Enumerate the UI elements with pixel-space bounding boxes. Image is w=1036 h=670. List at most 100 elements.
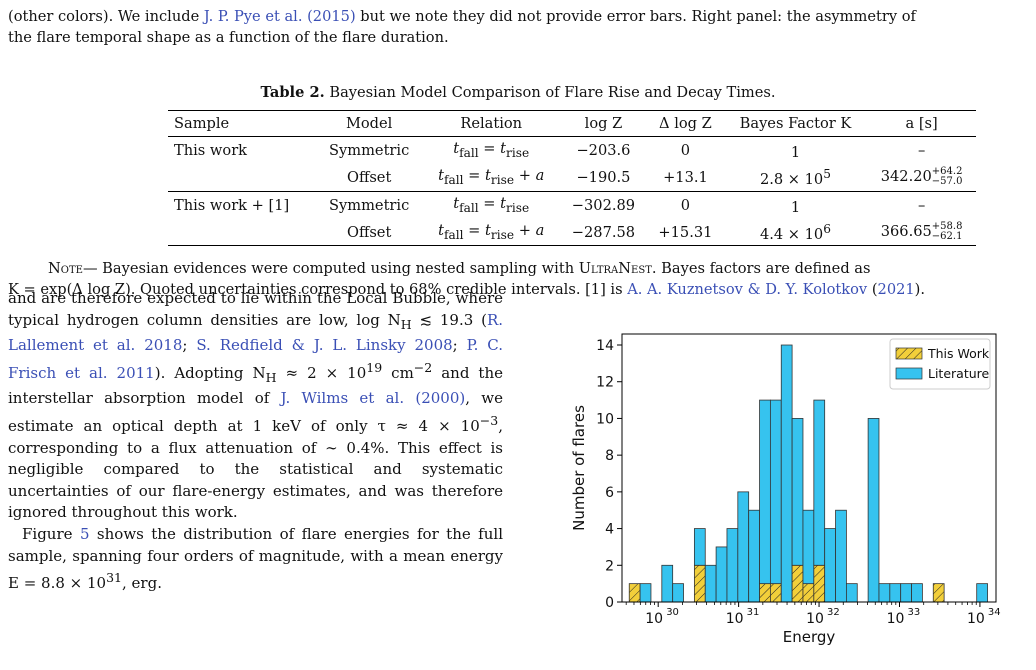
- cell-model: Offset: [315, 163, 423, 192]
- table-row: This work + [1] Symmetric tfall = trise −30…: [168, 191, 976, 218]
- text: ;: [452, 336, 467, 355]
- note-label: Note—: [48, 260, 98, 277]
- text: ≲ 19.3 (: [411, 310, 487, 329]
- table-header-row: Sample Model Relation log Z Δ log Z Baye…: [168, 110, 976, 137]
- histogram-bar: [780, 344, 793, 603]
- citation-link[interactable]: R. Lallement et al. 2018: [8, 310, 503, 355]
- cell-relation: tfall = trise + a: [422, 218, 560, 247]
- note-text: . Bayes factors are defined as: [651, 260, 871, 277]
- cell-bayes-factor: 2.8 × 105: [723, 163, 868, 192]
- y-axis-label: Number of flares: [570, 405, 588, 531]
- citation-link[interactable]: J. Wilms et al. (2000): [280, 389, 466, 408]
- column-header: Δ log Z: [647, 110, 724, 137]
- cell-logz: −302.89: [571, 196, 636, 214]
- histogram-bar: [759, 583, 771, 603]
- histogram-bar: [845, 583, 858, 603]
- cell-bayes-factor: 1: [724, 137, 867, 164]
- x-tick-label: 10: [726, 611, 744, 627]
- cell-a: 342.20 +64.2 −57.0: [867, 163, 976, 192]
- text: −3: [479, 412, 499, 428]
- histogram-bar: [628, 583, 641, 603]
- text: 4.4 × 10: [759, 225, 824, 243]
- histogram-bar: [900, 583, 912, 603]
- text: ≈ 2 × 10: [276, 363, 367, 382]
- text: rise: [490, 173, 515, 188]
- x-tick-exponent: 30: [666, 607, 679, 618]
- table-title: Table 2. Bayesian Model Comparison of Fl…: [0, 84, 1036, 101]
- figure-link[interactable]: 5: [79, 524, 90, 543]
- text: cm: [382, 363, 414, 382]
- histogram-bar: [878, 583, 891, 603]
- histogram-bar: [748, 509, 760, 603]
- cell-dlogz: 0: [680, 141, 691, 159]
- cell-logz: −287.58: [559, 218, 648, 247]
- citation-link[interactable]: S. Redfield & J. L. Linsky 2008: [196, 336, 453, 355]
- column-header: Sample: [168, 110, 316, 137]
- table-row: Offset tfall = trise + a −287.58 +15.31 4.4 …: [168, 218, 976, 247]
- note-text: K = exp(Δ log Z). Quoted uncertainties c…: [8, 281, 628, 298]
- histogram-bar: [672, 583, 684, 603]
- text: −57.0: [931, 176, 963, 188]
- table-row: Offset tfall = trise + a −190.5 +13.1 2.8 × …: [168, 163, 976, 192]
- x-tick-exponent: 33: [907, 607, 920, 618]
- text: –: [917, 196, 926, 214]
- column-header: log Z: [559, 110, 648, 137]
- y-tick-label: 14: [596, 338, 614, 354]
- text: 19: [366, 359, 383, 375]
- text: = t: [463, 222, 491, 240]
- x-tick-exponent: 31: [747, 607, 760, 618]
- y-tick-label: 10: [596, 411, 614, 427]
- text: and are therefore expected to lie within…: [8, 289, 503, 329]
- text: 366.65: [880, 223, 932, 240]
- text: 31: [106, 570, 123, 586]
- column-header: Relation: [422, 110, 560, 137]
- text: 342.20: [880, 168, 932, 186]
- histogram-bar: [802, 583, 815, 603]
- caption-text: but we note they did not provide error b…: [355, 8, 916, 25]
- cell-relation: tfall = trise: [423, 191, 560, 218]
- y-tick-label: 0: [605, 595, 614, 611]
- cell-model: Offset: [315, 218, 423, 247]
- paragraph: Figure 5 shows the distribution of flare…: [8, 524, 503, 595]
- histogram-bar: [791, 418, 804, 566]
- text: fall: [459, 146, 479, 161]
- text: t: [453, 195, 460, 213]
- cell-a: –: [867, 191, 976, 218]
- histogram-bar: [802, 509, 815, 585]
- citation-link[interactable]: J. P. Pye et al. (2015): [203, 8, 356, 25]
- legend-swatch: [895, 347, 923, 360]
- text: +58.8: [931, 221, 963, 232]
- text: and the interstellar absorption model of: [8, 363, 503, 408]
- y-tick-label: 8: [605, 448, 614, 464]
- caption-text: (other colors). We include: [8, 8, 204, 25]
- x-tick-label: 10: [967, 611, 985, 627]
- histogram-bar: [835, 509, 847, 603]
- text: 5: [823, 166, 831, 181]
- caption-text: the flare temporal shape as a function o…: [8, 29, 449, 46]
- text: ;: [182, 336, 197, 355]
- text: , erg.: [122, 574, 162, 593]
- text: rise: [506, 146, 530, 161]
- x-axis-label: Energy: [783, 628, 836, 646]
- histogram-bar: [867, 418, 880, 603]
- legend-label: This Work: [927, 346, 990, 361]
- text: fall: [459, 201, 479, 216]
- cell-dlogz: +15.31: [647, 218, 724, 247]
- histogram-bar: [824, 528, 836, 603]
- column-header: Model: [315, 110, 423, 137]
- histogram-bar: [911, 583, 923, 603]
- citation-link[interactable]: 2021: [877, 281, 915, 298]
- y-tick-label: 2: [605, 558, 614, 574]
- text: −62.1: [931, 231, 963, 242]
- citation-link[interactable]: A. A. Kuznetsov & D. Y. Kolotkov: [627, 281, 868, 298]
- paragraph: and are therefore expected to lie within…: [8, 288, 503, 524]
- x-tick-label: 10: [645, 611, 663, 627]
- text: 2.8 × 10: [759, 170, 824, 188]
- histogram-bar: [769, 583, 782, 603]
- text: fall: [444, 173, 464, 188]
- cell-sample: This work: [174, 141, 248, 159]
- cell-a: –: [867, 137, 976, 164]
- histogram-bar: [639, 583, 652, 603]
- note-text: (: [867, 281, 878, 298]
- citation-link[interactable]: P. C. Frisch et al. 2011: [8, 336, 503, 382]
